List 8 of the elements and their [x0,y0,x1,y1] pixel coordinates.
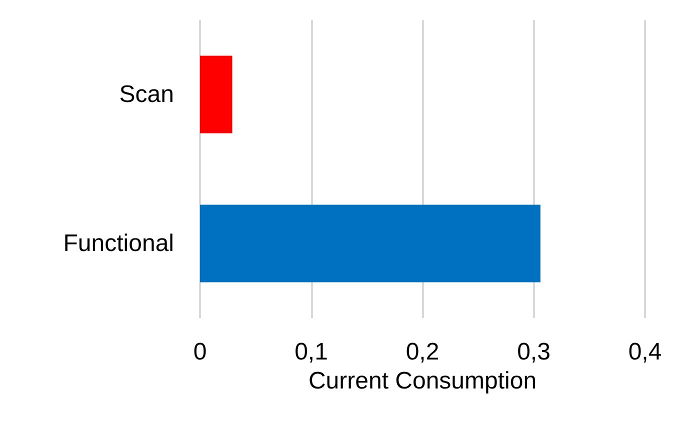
x-tick-label: 0,4 [628,338,662,366]
x-tick-label: 0,2 [406,338,440,366]
y-tick-label: Functional [63,230,174,257]
x-tick-label: 0,3 [517,338,550,366]
y-tick-label: Scan [119,81,174,108]
x-tick-label: 0 [193,338,207,366]
x-axis-title: Current Consumption [308,367,537,394]
x-tick-label: 0,1 [294,338,328,366]
